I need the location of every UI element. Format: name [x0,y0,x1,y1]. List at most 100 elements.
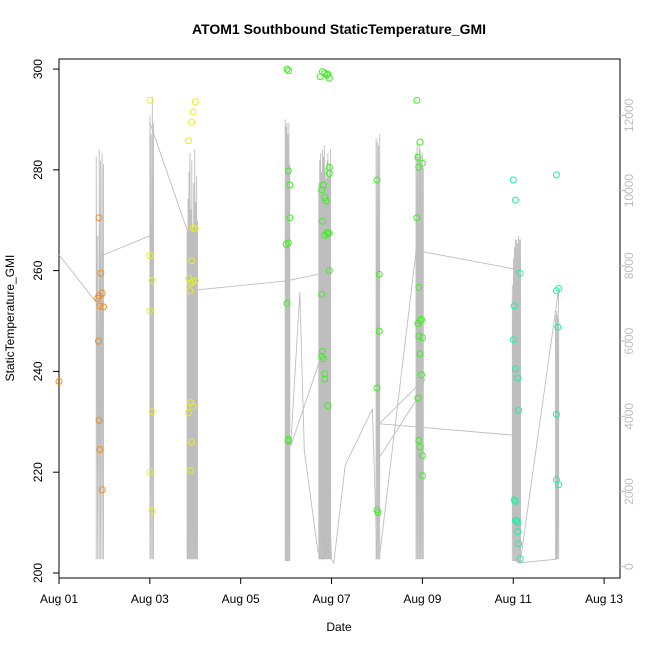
data-point [554,323,562,331]
data-point [318,186,326,194]
data-point [514,528,522,536]
x-tick-label: Aug 05 [222,592,260,606]
data-point [146,96,154,104]
y-tick-label: 280 [31,160,45,180]
data-point [148,507,156,515]
data-point [283,299,291,307]
data-point [146,468,154,476]
data-point [418,159,426,167]
y2-tick-label: 2000 [622,478,636,505]
data-point [515,540,523,548]
data-point [512,196,519,204]
data-point [187,467,195,475]
data-point [416,350,424,358]
data-point [514,519,522,527]
secondary-spike-cluster [95,149,104,560]
data-point [98,486,106,494]
data-point [189,403,197,411]
data-point [148,277,156,285]
y2-tick-label: 0 [622,563,636,570]
data-point [513,517,521,525]
y-tick-label: 240 [31,361,45,381]
data-point [373,384,381,392]
data-point [191,98,199,106]
data-point [373,176,381,184]
data-point [414,394,422,402]
y-tick-label: 220 [31,462,45,482]
plot-frame [58,58,621,579]
data-point [319,217,326,225]
data-point [97,269,105,277]
data-point [191,277,199,285]
data-point [284,437,292,445]
data-point [516,555,524,563]
data-point [415,283,423,291]
data-point [283,65,291,73]
secondary-spike-cluster [284,119,291,562]
data-point [415,332,423,340]
data-point [325,74,333,82]
data-point [94,294,102,302]
data-point [284,239,292,247]
data-point [416,138,424,146]
data-point [418,316,425,323]
data-point [516,269,524,277]
data-point [286,181,294,189]
x-tick-label: Aug 13 [585,592,623,606]
data-point [284,67,292,75]
data-point [185,409,192,417]
data-point [509,336,517,344]
secondary-spike-cluster [186,149,198,560]
chart-title: ATOM1 Southbound StaticTemperature_GMI [192,21,486,37]
data-point [186,287,194,295]
data-point [96,302,104,310]
y2-tick-label: 4000 [622,403,636,430]
data-point [319,347,326,355]
data-point [375,270,383,278]
data-point [146,307,154,315]
data-point [418,472,426,480]
secondary-spike-cluster [375,134,381,560]
plot-box [58,58,621,579]
data-point [515,406,523,414]
y2-tick-label: 12000 [622,98,636,132]
data-point [509,176,517,184]
data-point [185,137,192,145]
y-axis: 200 220 240 260 280 300 [31,59,59,583]
data-point [146,252,154,259]
data-point [555,481,563,489]
data-point [375,327,383,335]
secondary-y-axis: 0 2000 4000 6000 8000 10000 12000 [620,98,636,570]
data-point [188,118,196,126]
data-point [321,370,329,378]
data-point [95,337,102,345]
secondary-path [58,122,560,565]
secondary-spike-cluster [149,96,154,560]
data-point [325,267,333,275]
data-point [188,257,196,265]
data-point [286,214,294,222]
y-tick-label: 300 [31,59,45,79]
x-tick-label: Aug 09 [403,592,441,606]
data-point [514,374,522,382]
y2-tick-label: 10000 [622,174,636,208]
x-axis: Aug 01 Aug 03 Aug 05 Aug 07 Aug 09 Aug 11 Aug … [40,577,623,606]
data-point [413,214,421,222]
y-axis-label: StaticTemperature_GMI [3,255,17,382]
y-tick-label: 200 [31,563,45,583]
data-point [552,410,560,418]
secondary-spike-cluster [318,145,332,560]
secondary-line [58,96,560,565]
y-tick-label: 260 [31,260,45,280]
data-point [418,334,426,342]
data-point [555,284,563,292]
data-point [413,96,421,104]
data-point [189,108,197,116]
data-point [414,320,422,327]
data-point [415,436,423,444]
data-point [512,497,519,505]
data-point [188,438,196,446]
data-point [414,153,422,161]
x-tick-label: Aug 03 [131,592,169,606]
